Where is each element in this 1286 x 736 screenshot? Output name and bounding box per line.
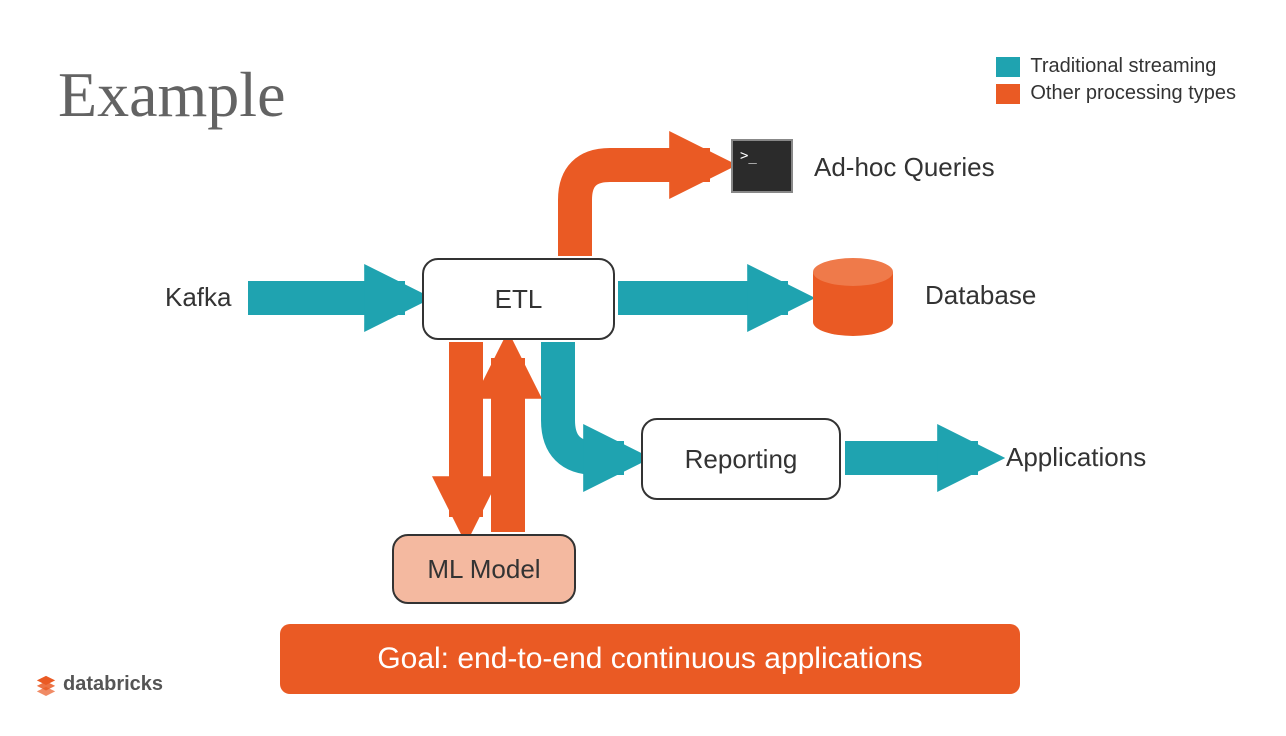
legend-swatch-teal (996, 57, 1020, 77)
legend-swatch-orange (996, 84, 1020, 104)
node-reporting-label: Reporting (685, 444, 798, 475)
goal-banner: Goal: end-to-end continuous applications (280, 624, 1020, 694)
node-reporting: Reporting (641, 418, 841, 500)
slide-title: Example (58, 58, 285, 132)
svg-text:>_: >_ (740, 148, 757, 164)
goal-text: Goal: end-to-end continuous applications (377, 642, 922, 676)
database-icon (813, 258, 893, 336)
node-etl: ETL (422, 258, 615, 340)
legend: Traditional streaming Other processing t… (996, 55, 1236, 109)
node-adhoc: Ad-hoc Queries (814, 152, 995, 183)
terminal-icon: >_ (732, 140, 792, 192)
node-ml-model: ML Model (392, 534, 576, 604)
databricks-icon (35, 674, 57, 696)
brand-text: databricks (63, 673, 163, 696)
legend-label-other: Other processing types (1030, 82, 1236, 105)
legend-item-other: Other processing types (996, 82, 1236, 105)
node-database: Database (925, 280, 1036, 311)
node-applications: Applications (1006, 442, 1146, 473)
node-kafka: Kafka (165, 282, 232, 313)
legend-item-streaming: Traditional streaming (996, 55, 1236, 78)
arrow-etl-to-reporting (558, 342, 624, 458)
node-etl-label: ETL (495, 284, 543, 315)
brand-logo: databricks (35, 673, 163, 696)
node-ml-model-label: ML Model (427, 554, 540, 585)
legend-label-streaming: Traditional streaming (1030, 55, 1216, 78)
arrow-etl-to-adhoc (575, 165, 710, 256)
